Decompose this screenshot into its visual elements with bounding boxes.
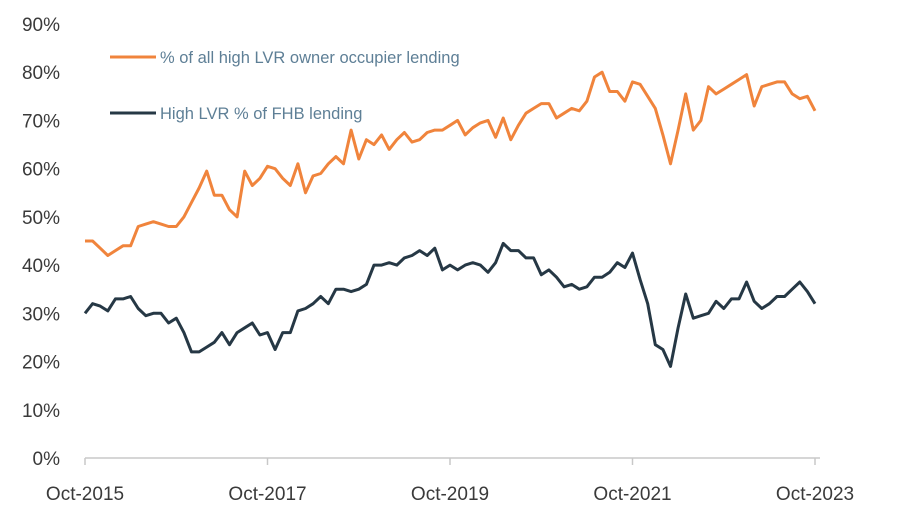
- x-tick-label: Oct-2015: [46, 484, 124, 505]
- x-tick-label: Oct-2023: [776, 484, 854, 505]
- series-line-fhb-lending: [85, 243, 815, 366]
- x-tick-label: Oct-2017: [228, 484, 306, 505]
- y-tick-label: 30%: [22, 304, 60, 325]
- y-tick-label: 80%: [22, 63, 60, 84]
- y-axis: 0% 10% 20% 30% 40% 50% 60% 70% 80% 90%: [22, 15, 60, 470]
- y-tick-label: 70%: [22, 111, 60, 132]
- x-axis: Oct-2015 Oct-2017 Oct-2019 Oct-2021 Oct-2023: [46, 458, 854, 505]
- y-tick-label: 10%: [22, 401, 60, 422]
- y-tick-label: 0%: [33, 449, 61, 470]
- series-line-high-lvr-owner-occupier: [85, 72, 815, 255]
- legend-item-fhb-lending: High LVR % of FHB lending: [110, 105, 362, 123]
- y-tick-label: 40%: [22, 256, 60, 277]
- y-tick-label: 20%: [22, 353, 60, 374]
- legend: % of all high LVR owner occupier lending…: [110, 49, 460, 123]
- legend-item-high-lvr-owner-occupier: % of all high LVR owner occupier lending: [110, 49, 460, 67]
- y-tick-label: 50%: [22, 208, 60, 229]
- y-tick-label: 60%: [22, 160, 60, 181]
- legend-label: % of all high LVR owner occupier lending: [160, 49, 460, 67]
- legend-label: High LVR % of FHB lending: [160, 105, 362, 123]
- y-tick-label: 90%: [22, 15, 60, 36]
- x-tick-label: Oct-2021: [593, 484, 671, 505]
- x-tick-label: Oct-2019: [411, 484, 489, 505]
